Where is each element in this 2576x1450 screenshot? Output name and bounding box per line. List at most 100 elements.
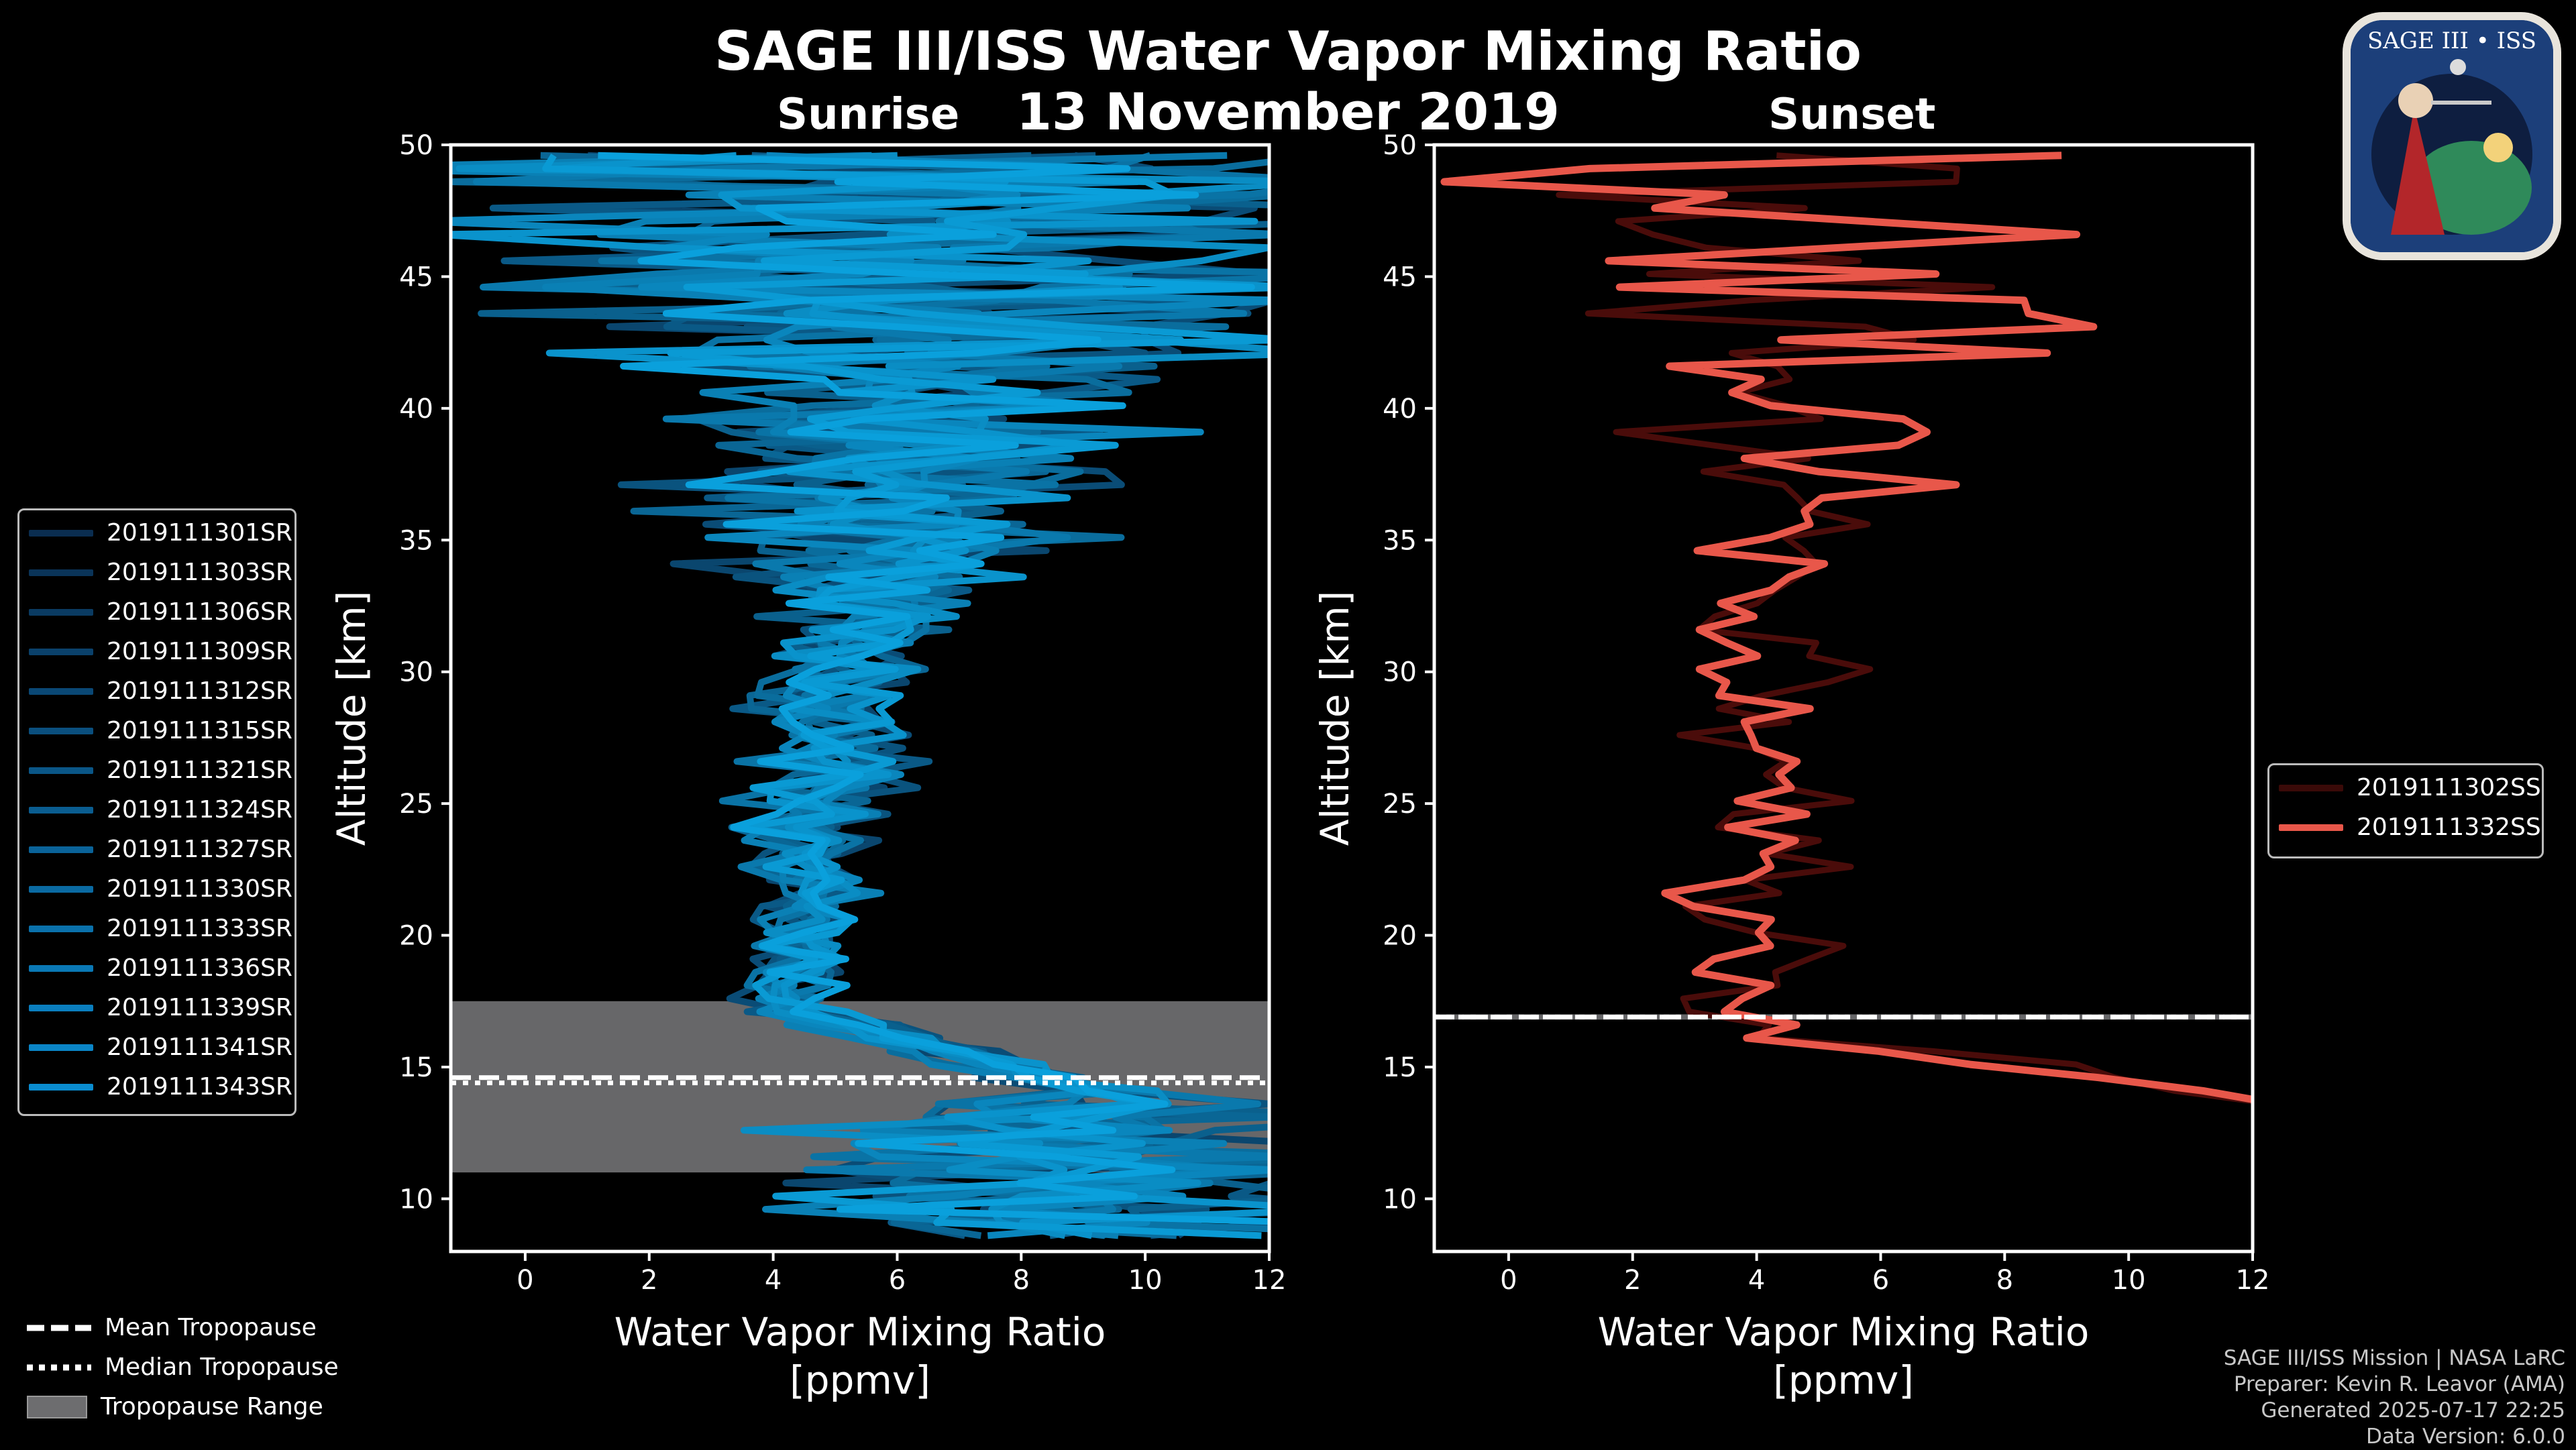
legend-swatch [29, 1083, 93, 1091]
chart-title: SAGE III/ISS Water Vapor Mixing Ratio [714, 20, 1862, 82]
legend-item-sunrise: 2019111339SR [19, 988, 294, 1027]
x-tick-label: 0 [1500, 1265, 1517, 1296]
legend-item-sunrise: 2019111306SR [19, 592, 294, 632]
y-tick-label: 30 [1383, 657, 1417, 688]
legend-item-sunrise: 2019111343SR [19, 1067, 294, 1107]
badge-art: SAGE III • ISS [2351, 20, 2553, 252]
legend-item-sunrise: 2019111301SR [19, 513, 294, 553]
legend-item-sunrise: 2019111321SR [19, 750, 294, 790]
footer-version: Data Version: 6.0.0 [2365, 1425, 2565, 1449]
legend-label: 2019111343SR [107, 1073, 292, 1101]
mean-dash-icon [27, 1325, 91, 1331]
legend-item-sunrise: 2019111341SR [19, 1027, 294, 1067]
legend-item-sunrise: 2019111330SR [19, 869, 294, 909]
legend-item-sunset: 2019111302SS [2269, 768, 2542, 807]
legend-swatch [29, 687, 93, 695]
sunset-label: Sunset [1768, 90, 1936, 140]
x-tick-label: 12 [2236, 1265, 2270, 1296]
median-tropopause-label: Median Tropopause [105, 1353, 339, 1381]
legend-swatch [29, 925, 93, 932]
legend-swatch [29, 727, 93, 734]
x-tick-label: 4 [765, 1265, 782, 1296]
legend-item-sunrise: 2019111333SR [19, 909, 294, 948]
legend-label: 2019111309SR [107, 638, 292, 665]
y-tick-label: 25 [399, 789, 433, 820]
legend-swatch [29, 806, 93, 814]
y-tick-label: 45 [399, 262, 433, 292]
x-tick-label: 10 [2112, 1265, 2146, 1296]
tropopause-range-label: Tropopause Range [101, 1393, 323, 1420]
x-axis-unit: [ppmv] [790, 1357, 930, 1403]
legend-swatch [29, 885, 93, 893]
legend-label: 2019111321SR [107, 757, 292, 784]
y-tick-label: 20 [399, 921, 433, 952]
legend-label: 2019111302SS [2357, 774, 2541, 801]
legend-swatch [29, 1004, 93, 1011]
profile-line-2019111343SR [598, 152, 1269, 1225]
legend-label: 2019111301SR [107, 519, 292, 547]
plot-frame [1432, 143, 2255, 1253]
legend-label: 2019111306SR [107, 598, 292, 626]
plot-frame [449, 143, 1271, 1253]
legend-item-sunrise: 2019111324SR [19, 790, 294, 830]
x-tick-label: 8 [1996, 1265, 2013, 1296]
y-tick-label: 45 [1383, 262, 1417, 292]
legend-label: 2019111327SR [107, 836, 292, 863]
chart-date: 13 November 2019 [1016, 82, 1560, 142]
profiles-group [1440, 152, 2253, 1105]
legend-label: 2019111324SR [107, 796, 292, 824]
legend-label: 2019111330SR [107, 875, 292, 903]
legend-label: 2019111303SR [107, 559, 292, 586]
sunset-legend: 2019111302SS 2019111332SS [2267, 763, 2544, 858]
legend-swatch [29, 608, 93, 616]
legend-label: 2019111332SS [2357, 814, 2541, 841]
legend-swatch [29, 1044, 93, 1051]
legend-item-sunrise: 2019111303SR [19, 553, 294, 592]
legend-swatch [29, 846, 93, 853]
y-tick-label: 50 [399, 130, 433, 161]
y-tick-label: 35 [399, 525, 433, 556]
footer-mission: SAGE III/ISS Mission | NASA LaRC [2223, 1346, 2565, 1370]
legend-label: 2019111341SR [107, 1034, 292, 1061]
y-tick-label: 40 [1383, 394, 1417, 425]
x-tick-label: 2 [641, 1265, 657, 1296]
sunrise-label: Sunrise [777, 90, 960, 140]
legend-item-sunrise: 2019111312SR [19, 671, 294, 711]
legend-swatch [29, 767, 93, 774]
y-tick-label: 40 [399, 394, 433, 425]
x-tick-label: 8 [1013, 1265, 1030, 1296]
x-tick-label: 2 [1624, 1265, 1641, 1296]
footer-preparer: Preparer: Kevin R. Leavor (AMA) [2233, 1372, 2565, 1396]
legend-label: 2019111339SR [107, 994, 292, 1021]
legend-swatch [2279, 824, 2343, 831]
legend-swatch [2279, 784, 2343, 791]
y-tick-label: 15 [399, 1052, 433, 1083]
profile-line-2019111333SR [451, 152, 1269, 1239]
legend-item-sunrise: 2019111327SR [19, 830, 294, 869]
median-dot-icon [27, 1364, 91, 1370]
y-axis-label: Altitude [km] [329, 591, 374, 846]
x-tick-label: 10 [1128, 1265, 1163, 1296]
mean-tropopause-label: Mean Tropopause [105, 1314, 317, 1341]
legend-item-sunset: 2019111332SS [2269, 807, 2542, 847]
x-tick-label: 6 [889, 1265, 906, 1296]
legend-label: 2019111315SR [107, 717, 292, 744]
legend-swatch [29, 964, 93, 972]
profile-line-2019111332SS [1440, 152, 2253, 1103]
x-tick-label: 6 [1872, 1265, 1889, 1296]
sunrise-legend: 2019111301SR 2019111303SR 2019111306SR 2019… [17, 508, 297, 1116]
legend-swatch [29, 529, 93, 537]
legend-item-sunrise: 2019111336SR [19, 948, 294, 988]
y-tick-label: 20 [1383, 921, 1417, 952]
range-swatch-icon [27, 1395, 87, 1418]
legend-label: 2019111336SR [107, 954, 292, 982]
y-tick-label: 15 [1383, 1052, 1417, 1083]
y-tick-label: 25 [1383, 789, 1417, 820]
y-tick-label: 30 [399, 657, 433, 688]
legend-item-sunrise: 2019111309SR [19, 632, 294, 671]
badge-top-text: SAGE III • ISS [2367, 27, 2536, 54]
legend-swatch [29, 648, 93, 655]
tropopause-legend: Mean Tropopause Median Tropopause Tropop… [17, 1308, 393, 1427]
sage-iss-badge-logo: SAGE III • ISS [2343, 12, 2561, 260]
x-tick-label: 12 [1252, 1265, 1287, 1296]
